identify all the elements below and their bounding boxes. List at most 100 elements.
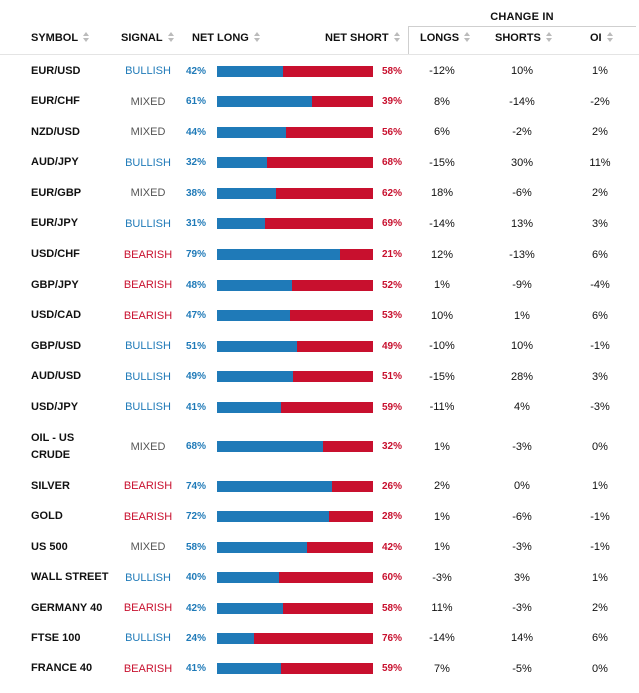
net-long-column-header[interactable]: NET LONG (192, 32, 260, 44)
symbol-cell[interactable]: EUR/USD (31, 64, 81, 77)
table-row[interactable]: USD/CAD BEARISH 47% 53% 10% 1% 6% (0, 300, 639, 331)
symbol-cell[interactable]: OIL - US CRUDE (31, 431, 75, 461)
net-long-value: 42% (185, 602, 206, 614)
symbol-cell[interactable]: GBP/USD (31, 339, 82, 352)
symbol-cell[interactable]: AUD/USD (31, 370, 82, 382)
table-row[interactable]: WALL STREET BULLISH 40% 60% -3% 3% 1% (0, 562, 639, 593)
table-row[interactable]: SILVER BEARISH 74% 26% 2% 0% 1% (0, 471, 639, 501)
symbol-cell[interactable]: EUR/JPY (31, 217, 79, 229)
table-row[interactable]: OIL - US CRUDE MIXED 68% 32% 1% -3% 0% (0, 422, 639, 471)
table-row[interactable]: US 500 MIXED 58% 42% 1% -3% -1% (0, 532, 639, 562)
net-long-value: 40% (185, 572, 206, 583)
oi-change-cell: 1% (592, 480, 608, 492)
signal-cell: BULLISH (125, 156, 171, 169)
table-row[interactable]: FTSE 100 BULLISH 24% 76% -14% 14% 6% (0, 623, 639, 653)
sentiment-bar (217, 208, 373, 239)
table-row[interactable]: EUR/CHF MIXED 61% 39% 8% -14% -2% (0, 86, 639, 117)
sentiment-bar (217, 56, 373, 86)
symbol-cell[interactable]: FTSE 100 (31, 631, 81, 644)
signal-cell: BEARISH (123, 279, 173, 291)
sentiment-bar (217, 300, 373, 331)
shorts-change-cell: -13% (509, 248, 535, 261)
table-row[interactable]: NZD/USD MIXED 44% 56% 6% -2% 2% (0, 117, 639, 147)
signal-header-label: SIGNAL (121, 32, 163, 44)
signal-cell: MIXED (130, 95, 166, 108)
shorts-change-cell: 14% (510, 632, 534, 644)
symbol-cell[interactable]: WALL STREET (31, 571, 109, 583)
symbol-cell[interactable]: FRANCE 40 (31, 662, 93, 674)
net-long-value: 51% (185, 340, 206, 352)
table-row[interactable]: GBP/JPY BEARISH 48% 52% 1% -9% -4% (0, 270, 639, 300)
net-short-bar (340, 249, 373, 260)
oi-change-cell: -4% (590, 279, 610, 291)
symbol-column-header[interactable]: SYMBOL (31, 32, 90, 44)
net-long-value: 72% (185, 511, 206, 522)
net-short-value: 52% (382, 279, 403, 291)
table-row[interactable]: AUD/USD BULLISH 49% 51% -15% 28% 3% (0, 361, 639, 392)
shorts-change-cell: -9% (512, 279, 532, 291)
net-short-bar (307, 541, 373, 553)
symbol-cell[interactable]: USD/JPY (31, 400, 79, 413)
sentiment-bar (217, 562, 373, 593)
header-divider (0, 54, 639, 55)
oi-change-cell: 6% (592, 632, 608, 644)
symbol-cell[interactable]: NZD/USD (31, 125, 80, 138)
longs-change-cell: 7% (434, 662, 450, 675)
net-short-value: 32% (382, 441, 403, 452)
oi-column-header[interactable]: OI (590, 32, 613, 44)
net-long-bar (217, 511, 330, 522)
longs-change-cell: 1% (434, 541, 450, 553)
table-row[interactable]: GBP/USD BULLISH 51% 49% -10% 10% -1% (0, 331, 639, 361)
longs-column-header[interactable]: LONGS (420, 32, 471, 44)
table-row[interactable]: GOLD BEARISH 72% 28% 1% -6% -1% (0, 501, 639, 532)
table-row[interactable]: EUR/JPY BULLISH 31% 69% -14% 13% 3% (0, 208, 639, 239)
symbol-cell[interactable]: EUR/CHF (31, 95, 80, 107)
table-row[interactable]: EUR/GBP MIXED 38% 62% 18% -6% 2% (0, 178, 639, 208)
net-long-value: 79% (185, 249, 206, 260)
net-short-value: 58% (382, 65, 403, 77)
longs-change-cell: 1% (434, 510, 450, 523)
net-short-value: 42% (382, 541, 403, 553)
longs-change-cell: -14% (429, 217, 455, 230)
table-row[interactable]: USD/CHF BEARISH 79% 21% 12% -13% 6% (0, 239, 639, 270)
net-long-bar (217, 157, 267, 168)
shorts-change-cell: -3% (512, 602, 532, 614)
oi-change-cell: 6% (592, 248, 608, 261)
sort-icon (545, 32, 552, 42)
signal-column-header[interactable]: SIGNAL (121, 32, 174, 44)
symbol-cell[interactable]: GBP/JPY (31, 278, 79, 291)
net-short-bar (265, 218, 373, 229)
symbol-cell[interactable]: GOLD (31, 510, 63, 522)
symbol-cell[interactable]: USD/CHF (31, 248, 80, 260)
signal-cell: BULLISH (125, 217, 171, 230)
table-row[interactable]: AUD/JPY BULLISH 32% 68% -15% 30% 11% (0, 147, 639, 178)
net-short-value: 26% (382, 480, 403, 492)
table-row[interactable]: USD/JPY BULLISH 41% 59% -11% 4% -3% (0, 392, 639, 422)
sort-icon (167, 32, 174, 42)
sentiment-bar (217, 178, 373, 208)
table-row[interactable]: EUR/USD BULLISH 42% 58% -12% 10% 1% (0, 56, 639, 86)
symbol-cell[interactable]: GERMANY 40 (31, 601, 103, 614)
net-short-bar (296, 340, 373, 352)
oi-change-cell: 1% (592, 65, 608, 77)
symbol-cell[interactable]: USD/CAD (31, 309, 82, 321)
net-long-value: 68% (185, 441, 206, 452)
net-short-bar (276, 187, 373, 199)
net-short-value: 51% (382, 371, 403, 382)
table-row[interactable]: FRANCE 40 BEARISH 41% 59% 7% -5% 0% (0, 653, 639, 684)
sort-icon (83, 32, 90, 42)
net-short-column-header[interactable]: NET SHORT (325, 32, 400, 44)
symbol-cell[interactable]: US 500 (31, 540, 68, 553)
symbol-cell[interactable]: SILVER (31, 479, 70, 492)
table-row[interactable]: GERMANY 40 BEARISH 42% 58% 11% -3% 2% (0, 593, 639, 623)
longs-change-cell: 10% (430, 309, 454, 322)
net-long-value: 38% (185, 187, 206, 199)
shorts-change-cell: 10% (510, 340, 534, 352)
signal-cell: BULLISH (125, 65, 171, 77)
net-short-bar (329, 511, 373, 522)
shorts-change-cell: -5% (512, 662, 532, 675)
shorts-column-header[interactable]: SHORTS (495, 32, 552, 44)
symbol-cell[interactable]: EUR/GBP (31, 186, 82, 199)
symbol-cell[interactable]: AUD/JPY (31, 156, 79, 168)
oi-change-cell: 3% (592, 217, 608, 230)
